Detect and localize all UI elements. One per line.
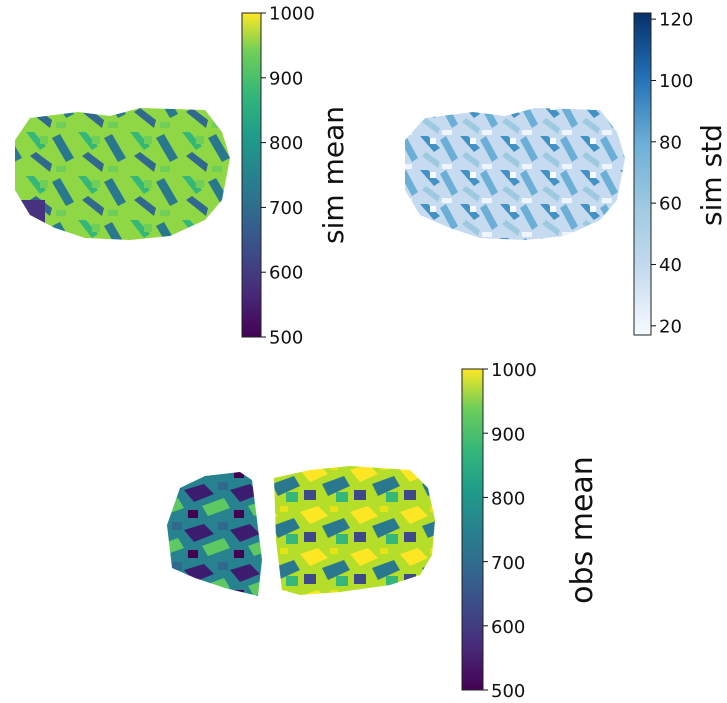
colorbar-tick-label: 900: [269, 68, 303, 89]
sim-std-colorbar-label: sim std: [695, 124, 727, 226]
colorbar-tick-label: 20: [659, 316, 682, 337]
colorbar-tick-label: 100: [659, 71, 693, 92]
obs-mean-colorbar-label: obs mean: [565, 456, 600, 604]
colorbar-tick-label: 600: [491, 617, 525, 638]
sim-std-colorbar: [633, 12, 652, 336]
panel-sim-std: 20 40 60 80 100 120 sim std: [405, 10, 727, 337]
obs-mean-colorbar: [461, 368, 484, 691]
colorbar-tick-label: 500: [269, 327, 303, 348]
sim-mean-colorbar-ticks: 500 600 700 800 900 1000: [261, 3, 315, 348]
colorbar-tick-label: 800: [491, 489, 525, 510]
obs-mean-colorbar-ticks: 500 600 700 800 900 1000: [483, 360, 537, 702]
panel-obs-mean: 500 600 700 800 900 1000 obs mean: [167, 360, 600, 702]
colorbar-tick-label: 60: [659, 194, 682, 215]
colorbar-tick-label: 120: [659, 10, 693, 31]
sim-std-map: [405, 108, 625, 240]
obs-mean-map-right: [274, 466, 435, 595]
colorbar-tick-label: 900: [491, 424, 525, 445]
colorbar-tick-label: 80: [659, 132, 682, 153]
panel-sim-mean: 500 600 700 800 900 1000 sim mean: [15, 3, 350, 348]
colorbar-tick-label: 700: [491, 553, 525, 574]
colorbar-tick-label: 800: [269, 133, 303, 154]
colorbar-tick-label: 40: [659, 255, 682, 276]
sim-mean-colorbar: [241, 12, 262, 338]
sim-std-colorbar-ticks: 20 40 60 80 100 120: [651, 10, 693, 337]
sim-mean-map: [15, 108, 230, 240]
colorbar-tick-label: 1000: [491, 360, 537, 381]
colorbar-tick-label: 600: [269, 263, 303, 284]
colorbar-tick-label: 1000: [269, 3, 315, 24]
obs-mean-map-left: [167, 472, 262, 596]
colorbar-tick-label: 700: [269, 198, 303, 219]
sim-mean-colorbar-label: sim mean: [317, 106, 350, 244]
colorbar-tick-label: 500: [491, 681, 525, 702]
